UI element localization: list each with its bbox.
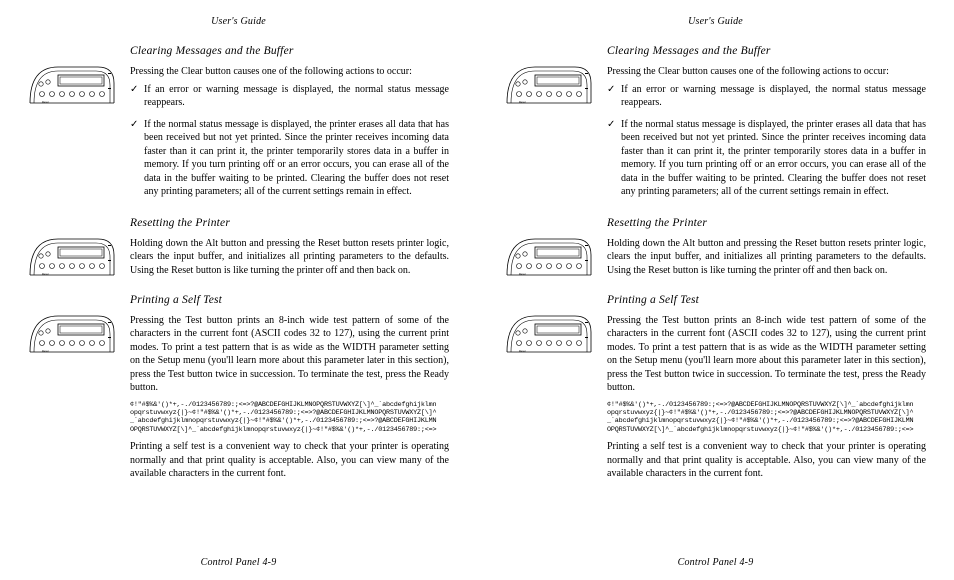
bullet-1-text: If an error or warning message is displa… (621, 83, 926, 110)
running-head: User's Guide (28, 16, 449, 27)
check-icon: ✓ (607, 83, 621, 110)
ascii-test-pattern: ¢!"#$%&'()*+,-./0123456789:;<=>?@ABCDEFG… (607, 401, 926, 435)
printer-icon (28, 235, 118, 279)
para-selftest-2: Printing a self test is a convenient way… (607, 440, 926, 481)
check-icon: ✓ (130, 118, 144, 199)
bullet-1-text: If an error or warning message is displa… (144, 83, 449, 110)
heading-clearing: Clearing Messages and the Buffer (607, 45, 926, 57)
para-reset: Holding down the Alt button and pressing… (130, 237, 449, 278)
bullet-1: ✓ If an error or warning message is disp… (607, 83, 926, 110)
text-col: Resetting the Printer Holding down the A… (607, 217, 926, 284)
text-col: Clearing Messages and the Buffer Pressin… (607, 45, 926, 207)
para-selftest-1: Pressing the Test button prints an 8-inc… (130, 314, 449, 395)
heading-resetting: Resetting the Printer (607, 217, 926, 229)
section-clearing: Clearing Messages and the Buffer Pressin… (505, 45, 926, 207)
page-spread: User's Guide Clearing Messages and the B… (0, 0, 954, 580)
page-footer: Control Panel 4-9 (477, 557, 954, 568)
bullet-2-text: If the normal status message is displaye… (144, 118, 449, 199)
text-col: Clearing Messages and the Buffer Pressin… (130, 45, 449, 207)
para-selftest-1: Pressing the Test button prints an 8-inc… (607, 314, 926, 395)
section-resetting: Resetting the Printer Holding down the A… (28, 217, 449, 284)
printer-icon (28, 312, 118, 356)
illustration-col (505, 217, 607, 284)
page-footer: Control Panel 4-9 (0, 557, 477, 568)
page-left: User's Guide Clearing Messages and the B… (0, 0, 477, 580)
text-col: Printing a Self Test Pressing the Test b… (130, 294, 449, 485)
para-reset: Holding down the Alt button and pressing… (607, 237, 926, 278)
para-intro: Pressing the Clear button causes one of … (607, 65, 926, 79)
illustration-col (28, 217, 130, 284)
page-right: User's Guide Clearing Messages and the B… (477, 0, 954, 580)
check-icon: ✓ (607, 118, 621, 199)
heading-selftest: Printing a Self Test (130, 294, 449, 306)
printer-icon (505, 312, 595, 356)
illustration-col (28, 294, 130, 485)
printer-icon (505, 235, 595, 279)
illustration-col (505, 294, 607, 485)
illustration-col (505, 45, 607, 207)
ascii-test-pattern: ¢!"#$%&'()*+,-./0123456789:;<=>?@ABCDEFG… (130, 401, 449, 435)
section-clearing: Clearing Messages and the Buffer Pressin… (28, 45, 449, 207)
running-head: User's Guide (505, 16, 926, 27)
bullet-2-text: If the normal status message is displaye… (621, 118, 926, 199)
section-resetting: Resetting the Printer Holding down the A… (505, 217, 926, 284)
printer-icon (505, 63, 595, 107)
check-icon: ✓ (130, 83, 144, 110)
bullet-1: ✓ If an error or warning message is disp… (130, 83, 449, 110)
section-selftest: Printing a Self Test Pressing the Test b… (28, 294, 449, 485)
heading-selftest: Printing a Self Test (607, 294, 926, 306)
heading-clearing: Clearing Messages and the Buffer (130, 45, 449, 57)
bullet-2: ✓ If the normal status message is displa… (130, 118, 449, 199)
illustration-col (28, 45, 130, 207)
bullet-2: ✓ If the normal status message is displa… (607, 118, 926, 199)
section-selftest: Printing a Self Test Pressing the Test b… (505, 294, 926, 485)
heading-resetting: Resetting the Printer (130, 217, 449, 229)
para-intro: Pressing the Clear button causes one of … (130, 65, 449, 79)
printer-icon (28, 63, 118, 107)
text-col: Printing a Self Test Pressing the Test b… (607, 294, 926, 485)
para-selftest-2: Printing a self test is a convenient way… (130, 440, 449, 481)
text-col: Resetting the Printer Holding down the A… (130, 217, 449, 284)
